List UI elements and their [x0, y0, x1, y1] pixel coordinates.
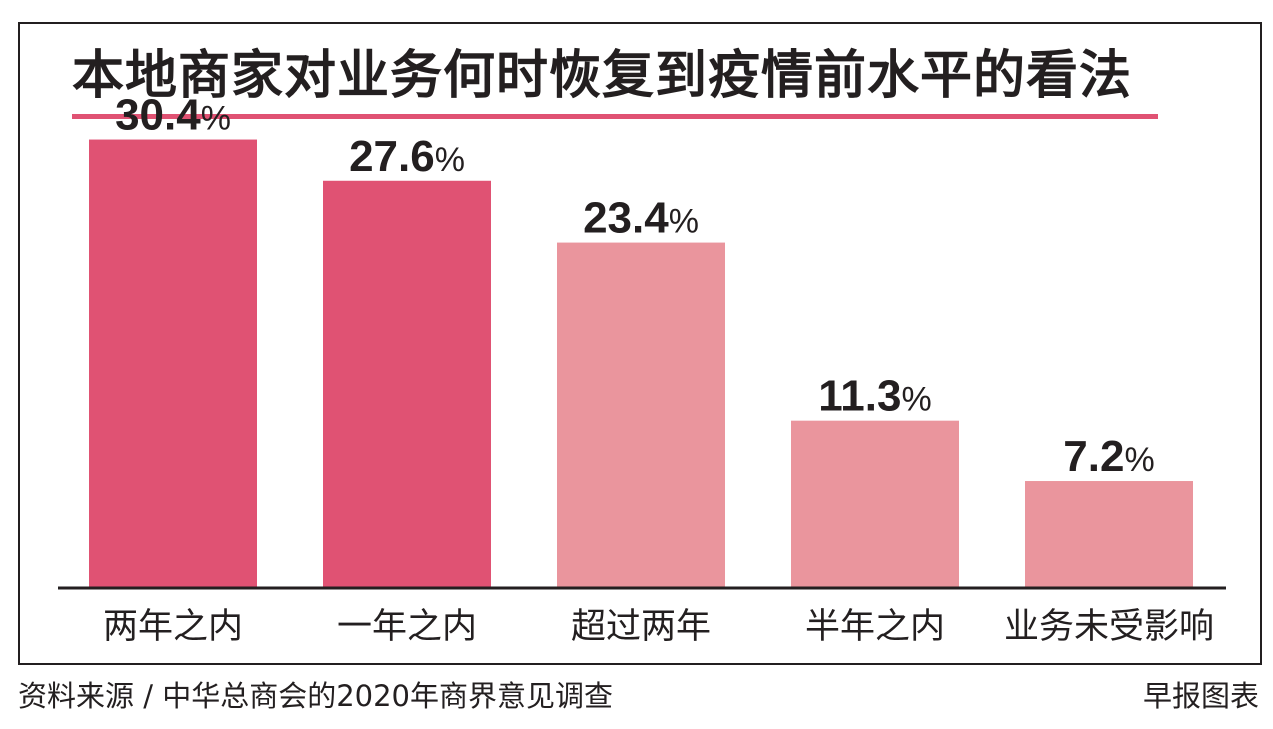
category-label-2: 一年之内	[337, 607, 477, 647]
data-label-value: 11.3	[818, 372, 901, 421]
category-label-4: 半年之内	[805, 607, 945, 647]
data-label-unit: %	[1124, 441, 1154, 479]
data-label-value: 23.4	[583, 194, 669, 243]
data-label-unit: %	[435, 141, 465, 179]
data-label-2: 27.6%	[349, 132, 465, 181]
title-underline	[72, 114, 1158, 119]
bar-1	[89, 139, 257, 588]
credit-label: 早报图表	[1142, 679, 1259, 713]
data-label-unit: %	[901, 381, 931, 419]
data-label-3: 23.4%	[583, 194, 699, 243]
data-label-value: 30.4	[115, 91, 201, 140]
data-label-unit: %	[669, 203, 699, 241]
source-note: 资料来源 / 中华总商会的2020年商界意见调查	[18, 679, 614, 713]
category-label-3: 超过两年	[571, 607, 711, 647]
bar-5	[1025, 481, 1193, 587]
bar-3	[557, 242, 725, 588]
category-label-1: 两年之内	[103, 607, 243, 647]
data-label-4: 11.3%	[818, 372, 931, 421]
data-label-5: 7.2%	[1063, 432, 1154, 481]
bar-2	[323, 180, 491, 587]
bar-4	[791, 420, 959, 587]
chart-title: 本地商家对业务何时恢复到疫情前水平的看法	[72, 46, 1133, 106]
category-label-5: 业务未受影响	[1004, 607, 1214, 647]
data-label-value: 27.6	[349, 132, 435, 181]
data-label-value: 7.2	[1063, 432, 1124, 481]
data-label-unit: %	[201, 100, 231, 138]
data-label-1: 30.4%	[115, 91, 231, 140]
